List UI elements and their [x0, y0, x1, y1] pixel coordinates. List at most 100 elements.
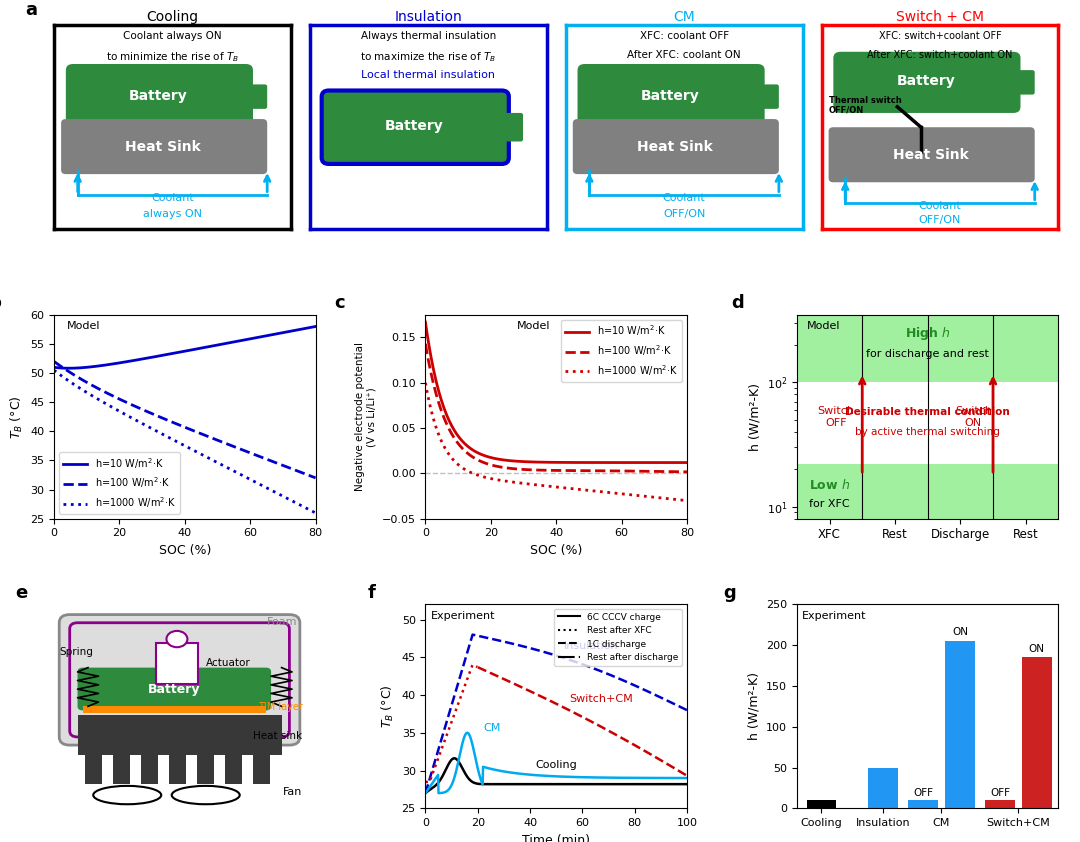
Text: Coolant always ON: Coolant always ON [123, 31, 221, 41]
FancyBboxPatch shape [66, 64, 253, 130]
X-axis label: SOC (%): SOC (%) [159, 544, 211, 557]
X-axis label: SOC (%): SOC (%) [530, 544, 582, 557]
Text: Heat Sink: Heat Sink [892, 147, 969, 162]
Text: XFC: coolant OFF: XFC: coolant OFF [639, 31, 729, 41]
Text: XFC: switch+coolant OFF: XFC: switch+coolant OFF [879, 31, 1001, 41]
Text: After XFC: switch+coolant ON: After XFC: switch+coolant ON [867, 50, 1013, 60]
Text: ON: ON [1029, 643, 1044, 653]
Bar [83, 706, 266, 713]
FancyBboxPatch shape [828, 127, 1035, 182]
Bar [807, 800, 836, 808]
Text: to minimize the rise of $T_B$: to minimize the rise of $T_B$ [106, 50, 239, 63]
Text: Coolant: Coolant [151, 193, 193, 203]
Text: for discharge and rest: for discharge and rest [866, 349, 989, 359]
Bar [985, 800, 1015, 808]
Text: ON: ON [951, 627, 968, 637]
Text: OFF: OFF [913, 788, 933, 798]
Text: OFF/ON: OFF/ON [663, 209, 705, 219]
Text: Experiment: Experiment [431, 610, 495, 621]
Legend: h=10 W/m$^2$·K, h=100 W/m$^2$·K, h=1000 W/m$^2$·K: h=10 W/m$^2$·K, h=100 W/m$^2$·K, h=1000 … [59, 452, 180, 514]
Text: Switch+CM: Switch+CM [569, 695, 633, 704]
FancyBboxPatch shape [62, 119, 267, 174]
Title: Insulation: Insulation [394, 10, 462, 24]
Text: d: d [731, 295, 744, 312]
Text: always ON: always ON [143, 209, 202, 219]
Bar [225, 755, 242, 784]
Bar [170, 755, 186, 784]
Text: Experiment: Experiment [802, 610, 866, 621]
Text: c: c [334, 295, 345, 312]
Text: b: b [0, 295, 1, 312]
Text: e: e [15, 584, 27, 602]
Bar [1022, 658, 1052, 808]
Text: by active thermal switching: by active thermal switching [855, 427, 1000, 437]
FancyBboxPatch shape [499, 113, 523, 141]
Text: a: a [26, 1, 38, 19]
Text: Model: Model [807, 321, 841, 331]
Bar [85, 755, 103, 784]
Text: High $h$: High $h$ [905, 326, 950, 343]
Title: CM: CM [673, 10, 696, 24]
Bar [78, 715, 282, 755]
Text: Model: Model [67, 321, 100, 331]
Title: Cooling: Cooling [147, 10, 199, 24]
Text: Cooling: Cooling [536, 759, 577, 770]
Y-axis label: Negative electrode potential
(V vs Li/Li⁺): Negative electrode potential (V vs Li/Li… [354, 343, 376, 491]
Text: Heat Sink: Heat Sink [637, 140, 713, 153]
Text: to maximize the rise of $T_B$: to maximize the rise of $T_B$ [361, 50, 497, 63]
Text: Holder: Holder [106, 678, 140, 688]
Bar [908, 800, 937, 808]
FancyBboxPatch shape [156, 643, 198, 684]
Text: Battery: Battery [640, 88, 699, 103]
Text: Desirable thermal condition: Desirable thermal condition [846, 407, 1010, 417]
Text: Heat Sink: Heat Sink [125, 140, 201, 153]
Y-axis label: $T_B$ (°C): $T_B$ (°C) [9, 395, 25, 439]
Legend: h=10 W/m$^2$·K, h=100 W/m$^2$·K, h=1000 W/m$^2$·K: h=10 W/m$^2$·K, h=100 W/m$^2$·K, h=1000 … [562, 320, 683, 381]
FancyBboxPatch shape [78, 668, 271, 711]
Bar [141, 755, 158, 784]
Y-axis label: h (W/m²-K): h (W/m²-K) [748, 383, 761, 450]
Text: Low $h$: Low $h$ [809, 477, 850, 492]
Text: Coolant: Coolant [919, 200, 961, 210]
FancyBboxPatch shape [322, 90, 509, 164]
Circle shape [166, 631, 188, 647]
Text: Coolant: Coolant [663, 193, 705, 203]
Text: Heat sink: Heat sink [254, 731, 302, 741]
Text: OFF/ON: OFF/ON [919, 215, 961, 225]
FancyBboxPatch shape [59, 615, 300, 745]
Text: Battery: Battery [148, 683, 201, 695]
Bar [253, 755, 270, 784]
Bar [868, 768, 897, 808]
FancyBboxPatch shape [755, 84, 779, 109]
Text: Spring: Spring [59, 647, 93, 658]
FancyBboxPatch shape [578, 64, 765, 130]
Text: Switch
OFF: Switch OFF [818, 406, 854, 428]
Text: Thermal switch
OFF/ON: Thermal switch OFF/ON [828, 95, 902, 115]
Text: OFF: OFF [990, 788, 1010, 798]
Bar [797, 464, 1058, 519]
Text: Actuator: Actuator [205, 658, 251, 668]
Y-axis label: h (W/m²-K): h (W/m²-K) [747, 673, 760, 740]
FancyBboxPatch shape [834, 51, 1021, 113]
FancyBboxPatch shape [243, 84, 267, 109]
Text: Insulation: Insulation [564, 642, 619, 651]
Text: Battery: Battery [129, 88, 188, 103]
Bar [197, 755, 214, 784]
Text: Foam: Foam [267, 617, 297, 626]
Text: Battery: Battery [384, 120, 444, 133]
X-axis label: Time (min): Time (min) [523, 834, 590, 842]
Bar [113, 755, 131, 784]
Bar [797, 315, 1058, 382]
Y-axis label: $T_B$ (°C): $T_B$ (°C) [380, 685, 396, 728]
Text: Fan: Fan [283, 787, 302, 797]
Text: CM: CM [483, 722, 500, 733]
Text: TIM layer: TIM layer [258, 702, 302, 712]
Title: Switch + CM: Switch + CM [896, 10, 984, 24]
Legend: 6C CCCV charge, Rest after XFC, 1C discharge, Rest after discharge: 6C CCCV charge, Rest after XFC, 1C disch… [554, 609, 683, 666]
Bar [945, 641, 975, 808]
Text: Battery: Battery [896, 74, 955, 88]
Text: After XFC: coolant ON: After XFC: coolant ON [627, 50, 741, 60]
Text: Switch
ON: Switch ON [955, 406, 991, 428]
Text: Always thermal insulation: Always thermal insulation [361, 31, 496, 41]
FancyBboxPatch shape [572, 119, 779, 174]
